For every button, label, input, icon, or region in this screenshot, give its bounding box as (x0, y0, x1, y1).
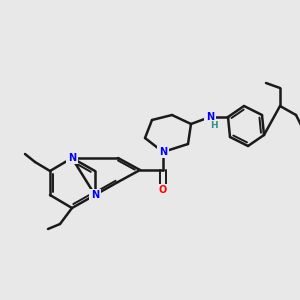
Text: N: N (206, 112, 214, 122)
Text: O: O (159, 185, 167, 195)
Text: N: N (68, 153, 76, 163)
Text: N: N (159, 147, 167, 157)
Text: N: N (91, 190, 99, 200)
Text: H: H (210, 121, 218, 130)
